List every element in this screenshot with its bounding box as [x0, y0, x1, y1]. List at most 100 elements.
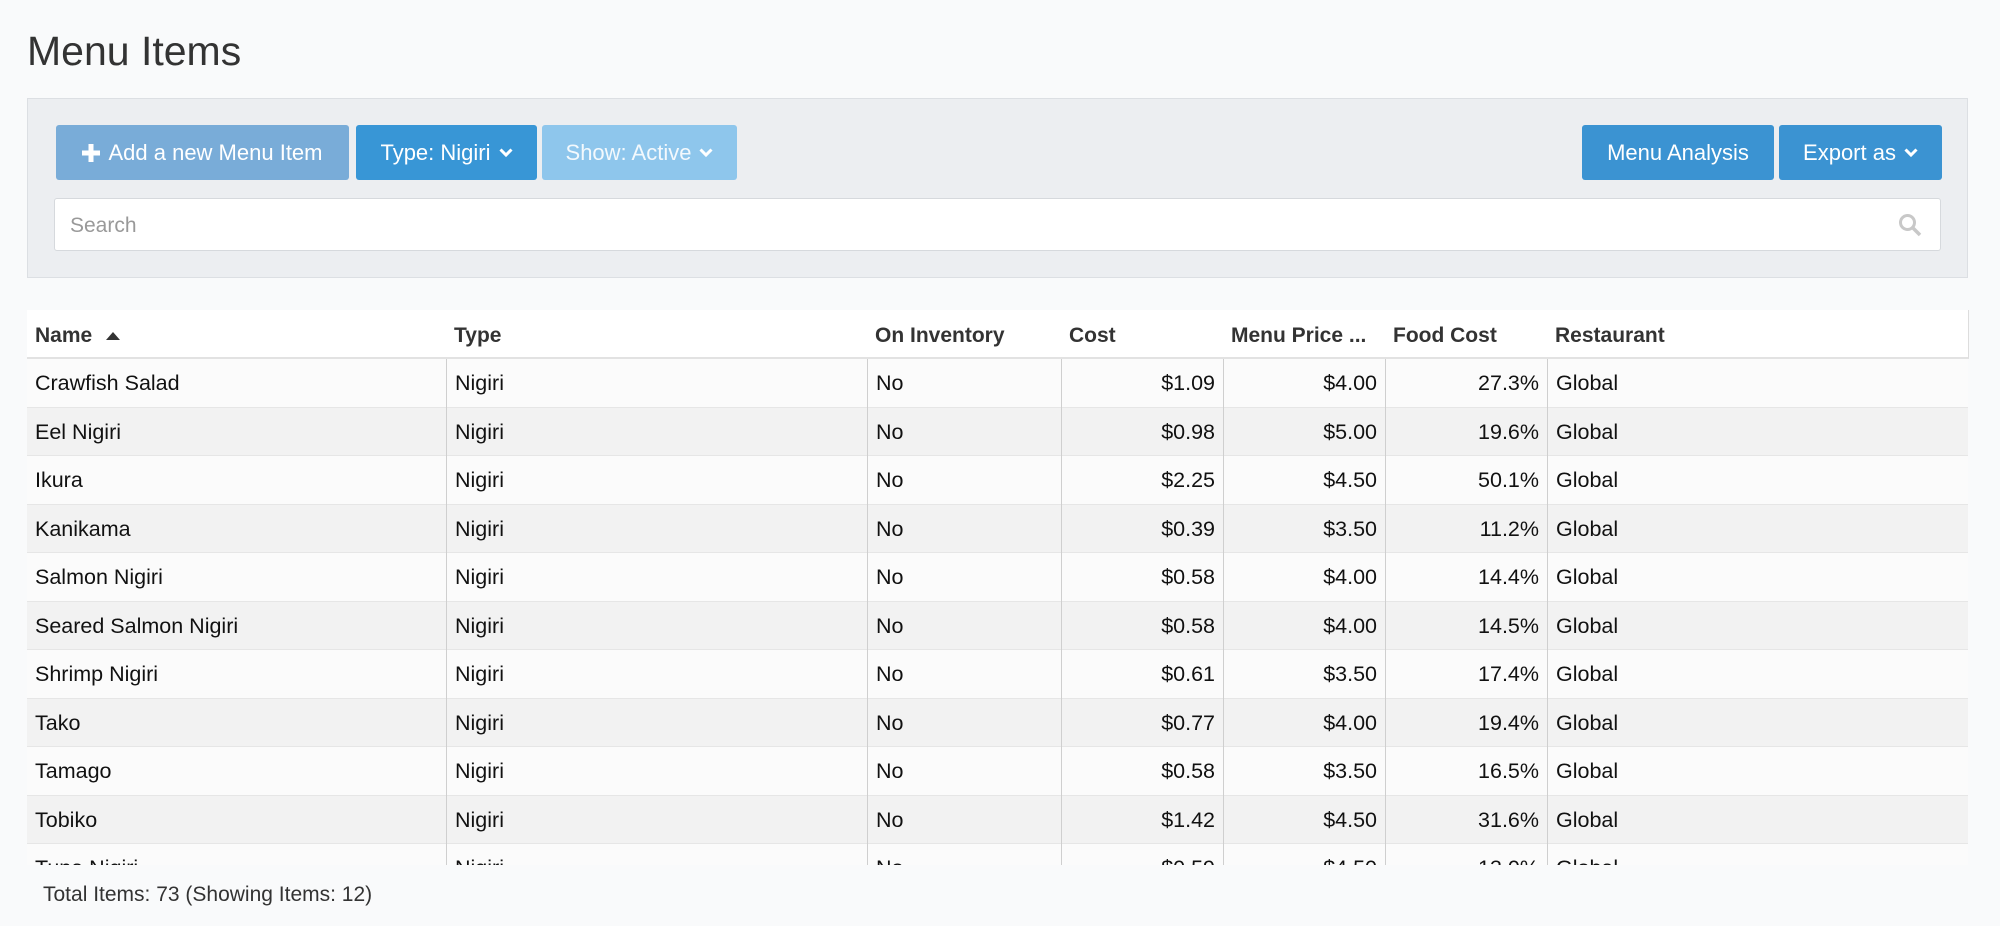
table-cell: $0.98 — [1061, 407, 1223, 456]
table-cell: 17.4% — [1385, 650, 1547, 699]
table-row[interactable]: Ikura Nigiri No $2.25 $4.50 50.1% Global — [27, 456, 1968, 505]
table-cell: No — [867, 407, 1061, 456]
table-cell: No — [867, 553, 1061, 602]
table-cell: No — [867, 650, 1061, 699]
table-cell: $4.50 — [1223, 795, 1385, 844]
button-label: Menu Analysis — [1607, 139, 1749, 165]
column-header[interactable]: Type — [454, 324, 502, 347]
table-cell: Seared Salmon Nigiri — [35, 613, 239, 638]
chevron — [1904, 147, 1918, 157]
table-cell: Global — [1547, 359, 1968, 408]
search-placeholder: Search — [70, 214, 137, 237]
table-cell: Global — [1547, 795, 1968, 844]
table-cell: Crawfish Salad — [35, 371, 180, 395]
table-cell: Global — [1547, 698, 1968, 747]
table-cell: Global — [1547, 747, 1968, 796]
menu-analysis-button[interactable]: Menu Analysis — [1582, 125, 1774, 180]
search-input[interactable]: Search — [54, 198, 1941, 251]
table-cell: No — [867, 504, 1061, 553]
table-cell: Nigiri — [446, 407, 867, 456]
column-header[interactable]: Name — [35, 324, 93, 347]
table-cell: Eel Nigiri — [35, 419, 122, 444]
table-cell: Nigiri — [446, 456, 867, 505]
table-row[interactable]: Eel Nigiri Nigiri No $0.98 $5.00 19.6% Global — [27, 407, 1968, 456]
table-row[interactable]: Salmon Nigiri Nigiri No $0.58 $4.00 14.4% Glob… — [27, 553, 1968, 602]
table-cell: $0.61 — [1061, 650, 1223, 699]
table-cell: $1.09 — [1061, 359, 1223, 408]
table-cell: 19.6% — [1385, 407, 1547, 456]
table-cell: $0.58 — [1061, 601, 1223, 650]
table-cell: Global — [1547, 407, 1968, 456]
column-header[interactable]: Menu Price ... — [1231, 324, 1367, 347]
table-cell: Ikura — [35, 468, 83, 492]
sort-arrow[interactable] — [106, 331, 120, 340]
column-header[interactable]: Restaurant — [1555, 324, 1665, 347]
table-row[interactable]: Shrimp Nigiri Nigiri No $0.61 $3.50 17.4% Glob… — [27, 650, 1968, 699]
plus-icon — [82, 143, 101, 162]
table-cell: $4.00 — [1223, 698, 1385, 747]
table-cell: $3.50 — [1223, 747, 1385, 796]
chevron — [699, 147, 714, 157]
table-cell: Tamago — [35, 759, 112, 783]
table-cell: 14.4% — [1385, 553, 1547, 602]
table-row[interactable]: Tamago Nigiri No $0.58 $3.50 16.5% Global — [27, 747, 1968, 796]
export-dropdown[interactable]: Export as — [1779, 125, 1942, 180]
table-cell: Global — [1547, 601, 1968, 650]
table-cell: Nigiri — [446, 601, 867, 650]
table-cell: Global — [1547, 504, 1968, 553]
toolbar: Add a new Menu Item Type: Nigiri Show: A… — [27, 98, 1968, 278]
table-cell: No — [867, 795, 1061, 844]
table-cell: 27.3% — [1385, 359, 1547, 408]
show-dropdown[interactable]: Show: Active — [542, 125, 737, 180]
table-cell: Kanikama — [35, 516, 131, 541]
table-cell: $1.42 — [1061, 795, 1223, 844]
table-cell: Salmon Nigiri — [35, 565, 163, 589]
table-row[interactable]: Seared Salmon Nigiri Nigiri No $0.58 $4.00 14… — [27, 601, 1968, 650]
table-cell: 19.4% — [1385, 698, 1547, 747]
table-cell: $0.59 — [1061, 844, 1223, 865]
table-cell: $0.58 — [1061, 553, 1223, 602]
table-cell: $4.50 — [1223, 844, 1385, 865]
table-cell: $2.25 — [1061, 456, 1223, 505]
table-cell: $0.39 — [1061, 504, 1223, 553]
table-cell: No — [867, 747, 1061, 796]
type-dropdown[interactable]: Type: Nigiri — [356, 125, 537, 180]
table-row[interactable]: Kanikama Nigiri No $0.39 $3.50 11.2% Global — [27, 504, 1968, 553]
table-cell: Global — [1547, 456, 1968, 505]
table-cell: 13.0% — [1385, 844, 1547, 865]
table-cell: Tobiko — [35, 807, 98, 832]
table-cell: $4.00 — [1223, 553, 1385, 602]
add-button[interactable]: Add a new Menu Item — [56, 125, 349, 180]
table-cell: No — [867, 601, 1061, 650]
footer-text: Total Items: 73 (Showing Items: 12) — [43, 883, 373, 906]
table-cell: 11.2% — [1385, 504, 1547, 553]
table-cell: Global — [1547, 844, 1968, 865]
table-cell: $4.50 — [1223, 456, 1385, 505]
table-cell: 14.5% — [1385, 601, 1547, 650]
chevron — [498, 147, 513, 157]
table-cell: Nigiri — [446, 359, 867, 408]
table-cell: $3.50 — [1223, 650, 1385, 699]
table-cell: Shrimp Nigiri — [35, 662, 159, 686]
table-cell: No — [867, 698, 1061, 747]
table-row[interactable]: Tako Nigiri No $0.77 $4.00 19.4% Global — [27, 698, 1968, 747]
column-header[interactable]: On Inventory — [875, 324, 1005, 347]
page-title: Menu Items — [27, 28, 242, 74]
table-cell: $3.50 — [1223, 504, 1385, 553]
table-row[interactable]: Crawfish Salad Nigiri No $1.09 $4.00 27.3% Glo… — [27, 359, 1968, 408]
table-cell: $0.77 — [1061, 698, 1223, 747]
table-cell: Tuna Nigiri — [27, 844, 446, 865]
table-cell: 31.6% — [1385, 795, 1547, 844]
table-cell: $4.00 — [1223, 359, 1385, 408]
button-label: Type: Nigiri — [380, 139, 491, 165]
table-cell: $5.00 — [1223, 407, 1385, 456]
table-cell: 50.1% — [1385, 456, 1547, 505]
table-row[interactable]: Tobiko Nigiri No $1.42 $4.50 31.6% Global — [27, 795, 1968, 844]
button-label: Export as — [1803, 139, 1896, 165]
column-header[interactable]: Cost — [1069, 324, 1116, 347]
column-header[interactable]: Food Cost — [1393, 324, 1497, 347]
table-cell: No — [867, 359, 1061, 408]
table-cell: $0.58 — [1061, 747, 1223, 796]
